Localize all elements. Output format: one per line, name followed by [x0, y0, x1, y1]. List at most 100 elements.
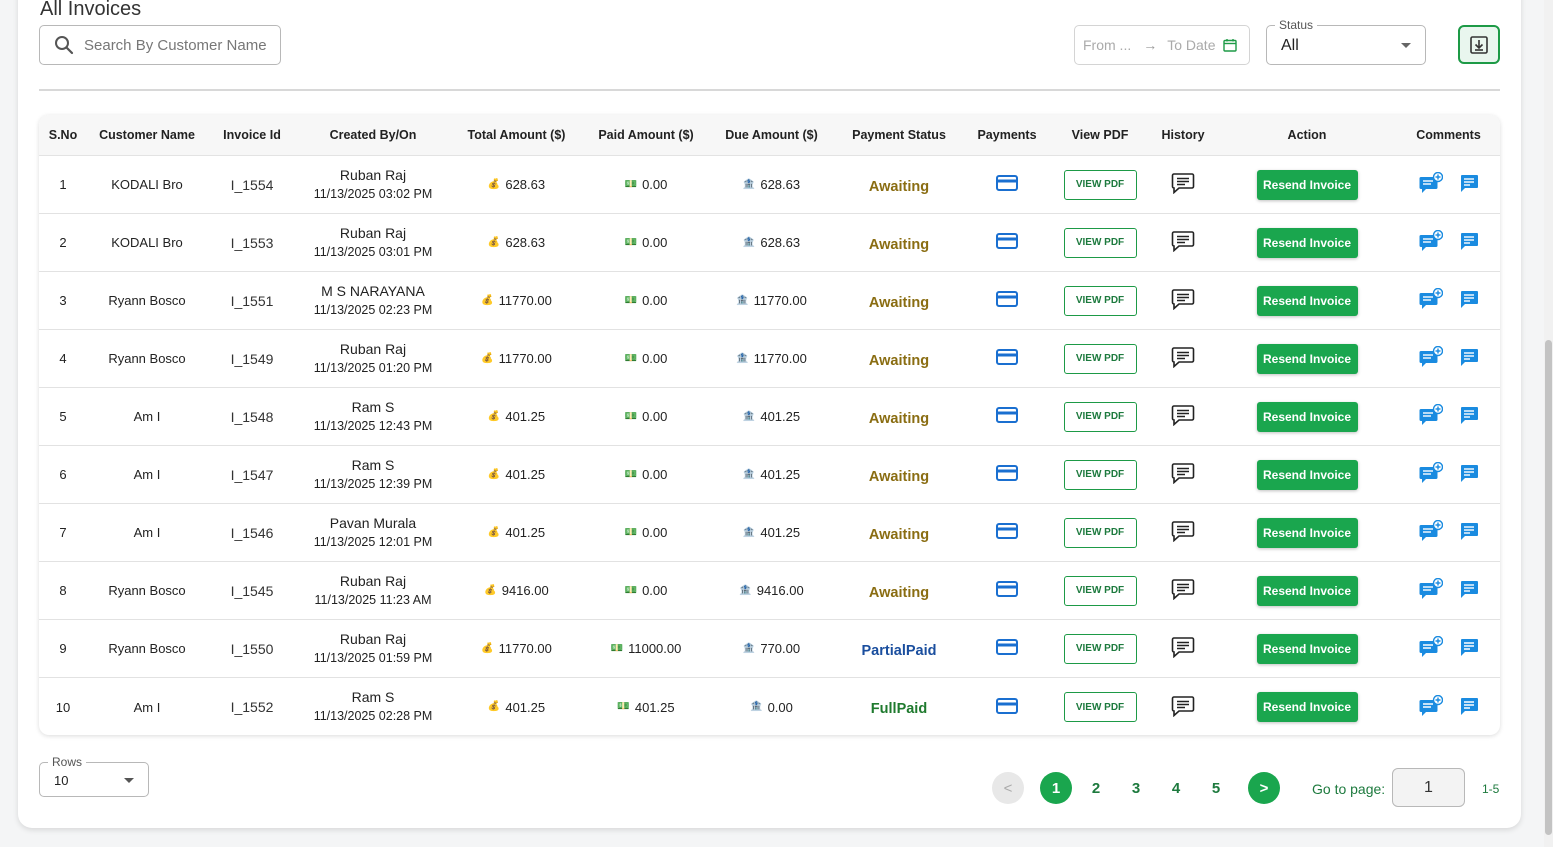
rows-per-page-select[interactable]: Rows 10 — [39, 755, 149, 797]
view-pdf-button[interactable]: VIEW PDF — [1063, 575, 1137, 606]
resend-invoice-button[interactable]: Resend Invoice — [1256, 169, 1358, 200]
cell-sno: 6 — [59, 467, 67, 482]
chat-bubble-icon[interactable] — [1171, 172, 1195, 197]
table-row: 6 Am I I_1547 Ram S 11/13/2025 12:39 PM 💰 401.… — [39, 446, 1500, 504]
prev-page-button[interactable]: < — [992, 772, 1024, 804]
credit-card-icon[interactable] — [996, 639, 1018, 658]
comment-icon[interactable] — [1459, 637, 1479, 660]
resend-invoice-button[interactable]: Resend Invoice — [1256, 227, 1358, 258]
credit-card-icon[interactable] — [996, 291, 1018, 310]
comment-icon[interactable] — [1459, 231, 1479, 254]
credit-card-icon[interactable] — [996, 233, 1018, 252]
search-box[interactable] — [39, 25, 281, 65]
cell-history — [1149, 695, 1217, 720]
add-comment-icon[interactable] — [1419, 229, 1443, 255]
created-on: 11/13/2025 02:23 PM — [313, 302, 433, 317]
view-pdf-button[interactable]: VIEW PDF — [1063, 692, 1137, 722]
scrollbar[interactable] — [1544, 0, 1553, 847]
comment-icon[interactable] — [1459, 696, 1479, 719]
credit-card-icon[interactable] — [996, 175, 1018, 194]
credit-card-icon[interactable] — [996, 465, 1018, 484]
chat-bubble-icon[interactable] — [1171, 288, 1195, 313]
from-date-placeholder[interactable]: From ... — [1083, 37, 1132, 53]
page-button-4[interactable]: 4 — [1171, 779, 1181, 797]
cell-history — [1149, 404, 1217, 429]
comment-icon[interactable] — [1459, 521, 1479, 544]
resend-invoice-button[interactable]: Resend Invoice — [1256, 401, 1358, 432]
add-comment-icon[interactable] — [1419, 635, 1443, 661]
view-pdf-button[interactable]: VIEW PDF — [1063, 169, 1137, 200]
comment-icon[interactable] — [1459, 463, 1479, 486]
comment-icon[interactable] — [1459, 347, 1479, 370]
add-comment-icon[interactable] — [1419, 694, 1443, 720]
add-comment-icon[interactable] — [1419, 171, 1443, 197]
cell-invoice-id: I_1550 — [230, 640, 274, 657]
search-input[interactable] — [84, 36, 266, 54]
resend-invoice-button[interactable]: Resend Invoice — [1256, 459, 1358, 490]
chat-bubble-icon[interactable] — [1171, 230, 1195, 255]
table-row: 3 Ryann Bosco I_1551 M S NARAYANA 11/13/2025… — [39, 272, 1500, 330]
credit-card-icon[interactable] — [996, 407, 1018, 426]
add-comment-icon[interactable] — [1419, 345, 1443, 371]
status-select[interactable]: Status All — [1266, 18, 1426, 65]
view-pdf-button[interactable]: VIEW PDF — [1063, 227, 1137, 258]
resend-invoice-button[interactable]: Resend Invoice — [1256, 343, 1358, 374]
page-button-3[interactable]: 3 — [1131, 779, 1141, 797]
chat-bubble-icon[interactable] — [1171, 695, 1195, 720]
to-date-placeholder[interactable]: To Date — [1167, 37, 1216, 53]
add-comment-icon[interactable] — [1419, 403, 1443, 429]
chat-bubble-icon[interactable] — [1171, 462, 1195, 487]
cell-sno: 10 — [55, 699, 71, 715]
due-amount: 9416.00 — [756, 583, 804, 598]
view-pdf-button[interactable]: VIEW PDF — [1063, 633, 1137, 664]
add-comment-icon[interactable] — [1419, 519, 1443, 545]
download-icon — [1470, 35, 1488, 54]
credit-card-icon[interactable] — [996, 349, 1018, 368]
comment-icon[interactable] — [1459, 289, 1479, 312]
add-comment-icon[interactable] — [1419, 287, 1443, 313]
cash-icon: 💵 — [624, 526, 638, 538]
credit-card-icon[interactable] — [996, 581, 1018, 600]
page-button-5[interactable]: 5 — [1211, 779, 1221, 797]
comment-icon[interactable] — [1459, 405, 1479, 428]
add-comment-icon[interactable] — [1419, 577, 1443, 603]
comment-icon[interactable] — [1459, 173, 1479, 196]
download-button[interactable] — [1458, 25, 1500, 64]
chat-bubble-icon[interactable] — [1171, 520, 1195, 545]
resend-invoice-button[interactable]: Resend Invoice — [1256, 633, 1358, 664]
rows-value[interactable]: 10 — [54, 773, 69, 788]
cell-total: 💰 11770.00 — [449, 293, 584, 308]
chat-bubble-icon[interactable] — [1171, 578, 1195, 603]
chat-bubble-icon[interactable] — [1171, 346, 1195, 371]
next-page-button[interactable]: > — [1248, 772, 1280, 804]
chevron-down-icon[interactable] — [1401, 43, 1411, 48]
page-button-1[interactable]: 1 — [1040, 772, 1072, 804]
created-on: 11/13/2025 03:01 PM — [313, 244, 433, 259]
view-pdf-button[interactable]: VIEW PDF — [1063, 459, 1137, 490]
cell-comments — [1397, 229, 1500, 255]
chat-bubble-icon[interactable] — [1171, 636, 1195, 661]
chevron-down-icon[interactable] — [124, 778, 134, 783]
cell-history — [1149, 288, 1217, 313]
comment-icon[interactable] — [1459, 579, 1479, 602]
goto-page-input[interactable] — [1392, 768, 1465, 807]
view-pdf-button[interactable]: VIEW PDF — [1063, 517, 1137, 548]
status-value[interactable]: All — [1281, 37, 1299, 54]
resend-invoice-button[interactable]: Resend Invoice — [1256, 285, 1358, 316]
calendar-icon[interactable] — [1223, 38, 1238, 52]
date-range-picker[interactable]: From ... → To Date — [1074, 25, 1250, 65]
add-comment-icon[interactable] — [1419, 461, 1443, 487]
cell-customer: Am I — [133, 525, 161, 540]
page-button-2[interactable]: 2 — [1091, 779, 1101, 797]
view-pdf-button[interactable]: VIEW PDF — [1063, 343, 1137, 374]
resend-invoice-button[interactable]: Resend Invoice — [1256, 575, 1358, 606]
credit-card-icon[interactable] — [996, 697, 1018, 717]
view-pdf-button[interactable]: VIEW PDF — [1063, 401, 1137, 432]
view-pdf-button[interactable]: VIEW PDF — [1063, 285, 1137, 316]
resend-invoice-button[interactable]: Resend Invoice — [1256, 692, 1358, 722]
cell-action: Resend Invoice — [1217, 401, 1397, 432]
scrollbar-thumb[interactable] — [1545, 340, 1552, 835]
credit-card-icon[interactable] — [996, 523, 1018, 542]
chat-bubble-icon[interactable] — [1171, 404, 1195, 429]
resend-invoice-button[interactable]: Resend Invoice — [1256, 517, 1358, 548]
